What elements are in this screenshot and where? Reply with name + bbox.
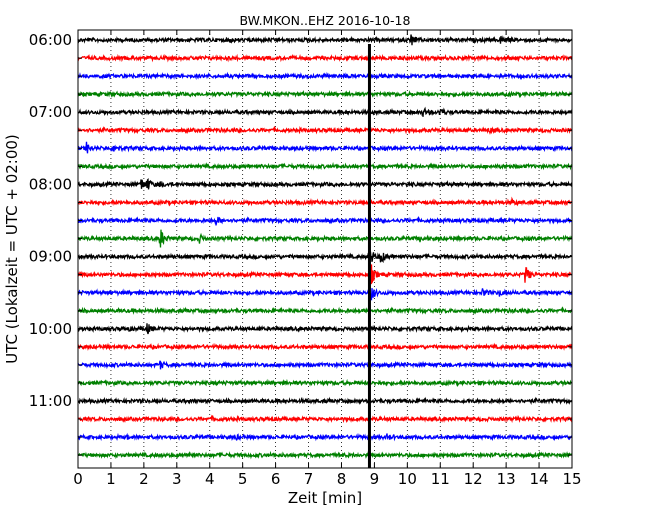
x-tick-label: 14 bbox=[530, 470, 549, 488]
trace-0745 bbox=[77, 161, 573, 171]
trace-0845 bbox=[77, 229, 573, 248]
y-tick-label: 10:00 bbox=[29, 320, 72, 338]
trace-1000 bbox=[77, 323, 573, 335]
x-tick-label: 2 bbox=[139, 470, 149, 488]
trace-1145 bbox=[77, 450, 573, 460]
trace-1015 bbox=[77, 342, 573, 352]
trace-1115 bbox=[77, 414, 573, 424]
y-tick-label: 08:00 bbox=[29, 175, 72, 193]
x-tick-label: 5 bbox=[238, 470, 248, 488]
x-tick-label: 4 bbox=[205, 470, 215, 488]
x-tick-label: 7 bbox=[304, 470, 314, 488]
x-tick-label: 13 bbox=[497, 470, 516, 488]
x-tick-label: 3 bbox=[172, 470, 182, 488]
trace-1100 bbox=[77, 396, 573, 406]
trace-0645 bbox=[77, 89, 573, 99]
trace-0715 bbox=[77, 125, 573, 135]
trace-0915 bbox=[77, 264, 573, 285]
x-tick-label: 1 bbox=[106, 470, 116, 488]
x-axis: 0 1 2 3 4 5 6 7 8 9 10 11 12 13 14 15 bbox=[73, 30, 582, 488]
trace-0600 bbox=[77, 34, 573, 46]
trace-0615 bbox=[77, 53, 573, 63]
trace-1130 bbox=[77, 432, 573, 442]
y-tick-label: 07:00 bbox=[29, 103, 72, 121]
trace-0700 bbox=[77, 106, 573, 117]
traces bbox=[77, 34, 573, 468]
x-axis-label: Zeit [min] bbox=[288, 489, 362, 507]
trace-1045 bbox=[77, 378, 573, 388]
x-tick-label: 10 bbox=[398, 470, 417, 488]
x-tick-label: 12 bbox=[464, 470, 483, 488]
trace-0630 bbox=[77, 71, 573, 81]
trace-0830 bbox=[77, 216, 573, 226]
trace-0900 bbox=[77, 251, 573, 268]
trace-0945 bbox=[77, 306, 573, 315]
x-tick-label: 11 bbox=[431, 470, 450, 488]
trace-0730 bbox=[77, 141, 573, 154]
plot-frame bbox=[77, 29, 573, 469]
y-tick-label: 06:00 bbox=[29, 31, 72, 49]
chart-title: BW.MKON..EHZ 2016-10-18 bbox=[240, 13, 411, 28]
y-axis-label: UTC (Lokalzeit = UTC + 02:00) bbox=[3, 134, 21, 364]
x-tick-label: 15 bbox=[562, 470, 581, 488]
x-tick-label: 6 bbox=[271, 470, 281, 488]
x-tick-label: 8 bbox=[337, 470, 347, 488]
y-tick-label: 11:00 bbox=[29, 392, 72, 410]
x-tick-label: 0 bbox=[73, 470, 83, 488]
trace-0800 bbox=[77, 178, 573, 190]
x-tick-label: 9 bbox=[370, 470, 380, 488]
trace-1030 bbox=[77, 360, 573, 370]
y-tick-label: 09:00 bbox=[29, 248, 72, 266]
y-axis: 06:00 07:00 08:00 09:00 10:00 11:00 bbox=[29, 31, 572, 456]
trace-0930 bbox=[77, 287, 573, 301]
trace-0815 bbox=[77, 196, 573, 207]
